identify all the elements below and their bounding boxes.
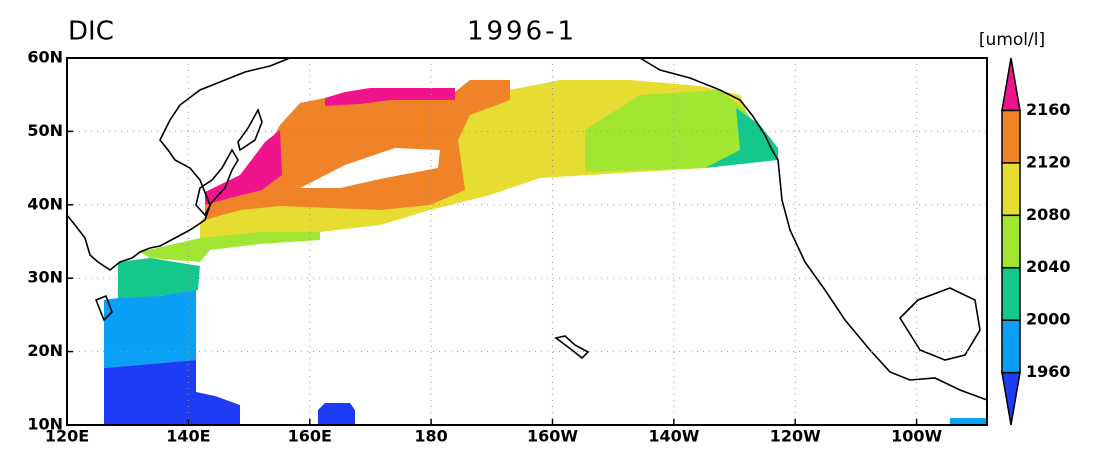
- coastline: [639, 57, 988, 401]
- colorbar-low: [1001, 371, 1021, 426]
- colorbar-label: 2120: [1026, 152, 1071, 171]
- colorbar-label: 1960: [1026, 362, 1071, 381]
- dic-region: [140, 232, 320, 262]
- y-tick-label: 60N: [27, 48, 63, 67]
- dic-region: [104, 360, 240, 425]
- dic-region: [705, 108, 778, 168]
- y-tick-label: 50N: [27, 121, 63, 140]
- x-tick-label: 180: [414, 427, 447, 446]
- colorbar-box: [1001, 109, 1021, 164]
- colorbar-label: 2160: [1026, 100, 1071, 119]
- colorbar-label: 2040: [1026, 257, 1071, 276]
- dic-region: [318, 403, 355, 425]
- colorbar-label: 2080: [1026, 205, 1071, 224]
- coastline: [237, 108, 263, 152]
- dic-region: [325, 88, 455, 106]
- colorbar-box: [1001, 162, 1021, 217]
- coastline: [195, 148, 239, 217]
- data-gap: [300, 148, 440, 188]
- coastline: [94, 294, 113, 322]
- colorbar-box: [1001, 266, 1021, 321]
- colorbar-label: 2000: [1026, 310, 1071, 329]
- y-tick-label: 30N: [27, 268, 63, 287]
- dic-region: [104, 290, 196, 368]
- coastline: [554, 335, 590, 360]
- y-tick-label: 10N: [27, 415, 63, 434]
- coastlines: [66, 57, 988, 401]
- x-tick-label: 160E: [288, 427, 332, 446]
- colorbar-box: [1001, 319, 1021, 374]
- subtitle: 1996-1: [467, 17, 577, 47]
- axes: 120E 140E 160E 180 160W 140W 120W 100W 10N 20N 30N…: [27, 48, 942, 446]
- x-tick-label: 140E: [166, 427, 210, 446]
- x-tick-label: 100W: [891, 427, 942, 446]
- y-tick-label: 40N: [27, 194, 63, 213]
- dic-region: [585, 90, 770, 172]
- colorbar-box: [1001, 214, 1021, 269]
- colorbar-high: [1001, 57, 1021, 112]
- coastline: [66, 57, 291, 271]
- x-tick-label: 160W: [527, 427, 578, 446]
- map-frame: [66, 57, 988, 426]
- coastline: [898, 287, 981, 361]
- dic-region: [205, 80, 510, 220]
- dic-region: [950, 418, 987, 425]
- y-tick-label: 20N: [27, 341, 63, 360]
- x-tick-label: 140W: [648, 427, 699, 446]
- x-tick-label: 120E: [45, 427, 89, 446]
- title: DIC: [68, 17, 114, 47]
- dic-region: [118, 258, 200, 300]
- units-label: [umol/l]: [979, 30, 1045, 50]
- dic-field: [104, 80, 987, 425]
- colorbar: 1960 2000 2040 2080 2120 2160: [1001, 57, 1071, 426]
- x-tick-label: 120W: [770, 427, 821, 446]
- dic-region: [205, 130, 282, 205]
